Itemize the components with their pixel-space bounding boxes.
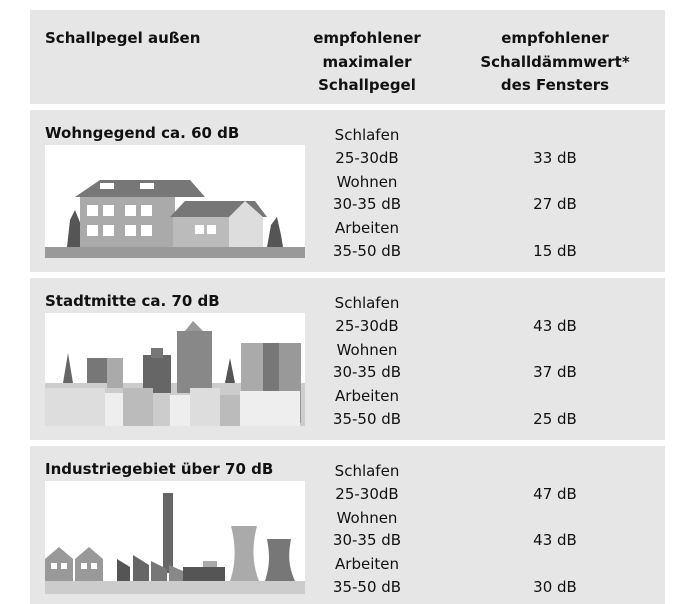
sound-level: 30-35 dB: [333, 363, 401, 381]
insulation-value: 25 dB: [533, 410, 577, 428]
row-title: Wohngegend ca. 60 dB: [45, 124, 239, 142]
column-header: Schalldämmwert*: [480, 53, 629, 71]
row-title: Stadtmitte ca. 70 dB: [45, 292, 220, 310]
activity: Schlafen: [335, 462, 400, 480]
column-header: Schallpegel außen: [45, 29, 200, 47]
insulation-value: 30 dB: [533, 578, 577, 596]
insulation-value: 37 dB: [533, 363, 577, 381]
sound-level: 35-50 dB: [333, 410, 401, 428]
activity: Schlafen: [335, 126, 400, 144]
sound-level: 35-50 dB: [333, 578, 401, 596]
column-header: empfohlener: [501, 29, 609, 47]
insulation-value: 15 dB: [533, 242, 577, 260]
header-separator: [30, 104, 665, 110]
column-header: des Fensters: [501, 76, 609, 94]
sound-level: 35-50 dB: [333, 242, 401, 260]
insulation-value: 43 dB: [533, 531, 577, 549]
sound-level: 25-30dB: [335, 485, 398, 503]
activity: Wohnen: [337, 341, 398, 359]
activity: Wohnen: [337, 173, 398, 191]
sound-level: 30-35 dB: [333, 531, 401, 549]
column-header: Schallpegel außen: [45, 29, 200, 47]
row-title: Wohngegend ca. 60 dB: [45, 124, 239, 142]
row-title: Industriegebiet über 70 dB: [45, 460, 273, 478]
column-header: Schallpegel: [318, 76, 416, 94]
insulation-value: 27 dB: [533, 195, 577, 213]
sound-level: 25-30dB: [335, 317, 398, 335]
sound-level: 30-35 dB: [333, 195, 401, 213]
activity: Arbeiten: [335, 387, 399, 405]
row-title: Industriegebiet über 70 dB: [45, 460, 273, 478]
column-header: empfohlener: [313, 29, 421, 47]
sound-level: 25-30dB: [335, 149, 398, 167]
illustration: [45, 313, 305, 426]
page: {"header": {"location": "Schallpegel auß…: [0, 0, 681, 604]
illustration: [45, 481, 305, 594]
insulation-value: 47 dB: [533, 485, 577, 503]
activity: Wohnen: [337, 509, 398, 527]
activity: Schlafen: [335, 294, 400, 312]
row-separator: [30, 272, 665, 278]
row-separator: [30, 440, 665, 446]
row-title: Stadtmitte ca. 70 dB: [45, 292, 220, 310]
illustration: [45, 145, 305, 258]
activity: Arbeiten: [335, 555, 399, 573]
insulation-value: 43 dB: [533, 317, 577, 335]
insulation-value: 33 dB: [533, 149, 577, 167]
column-header: maximaler: [322, 53, 411, 71]
activity: Arbeiten: [335, 219, 399, 237]
